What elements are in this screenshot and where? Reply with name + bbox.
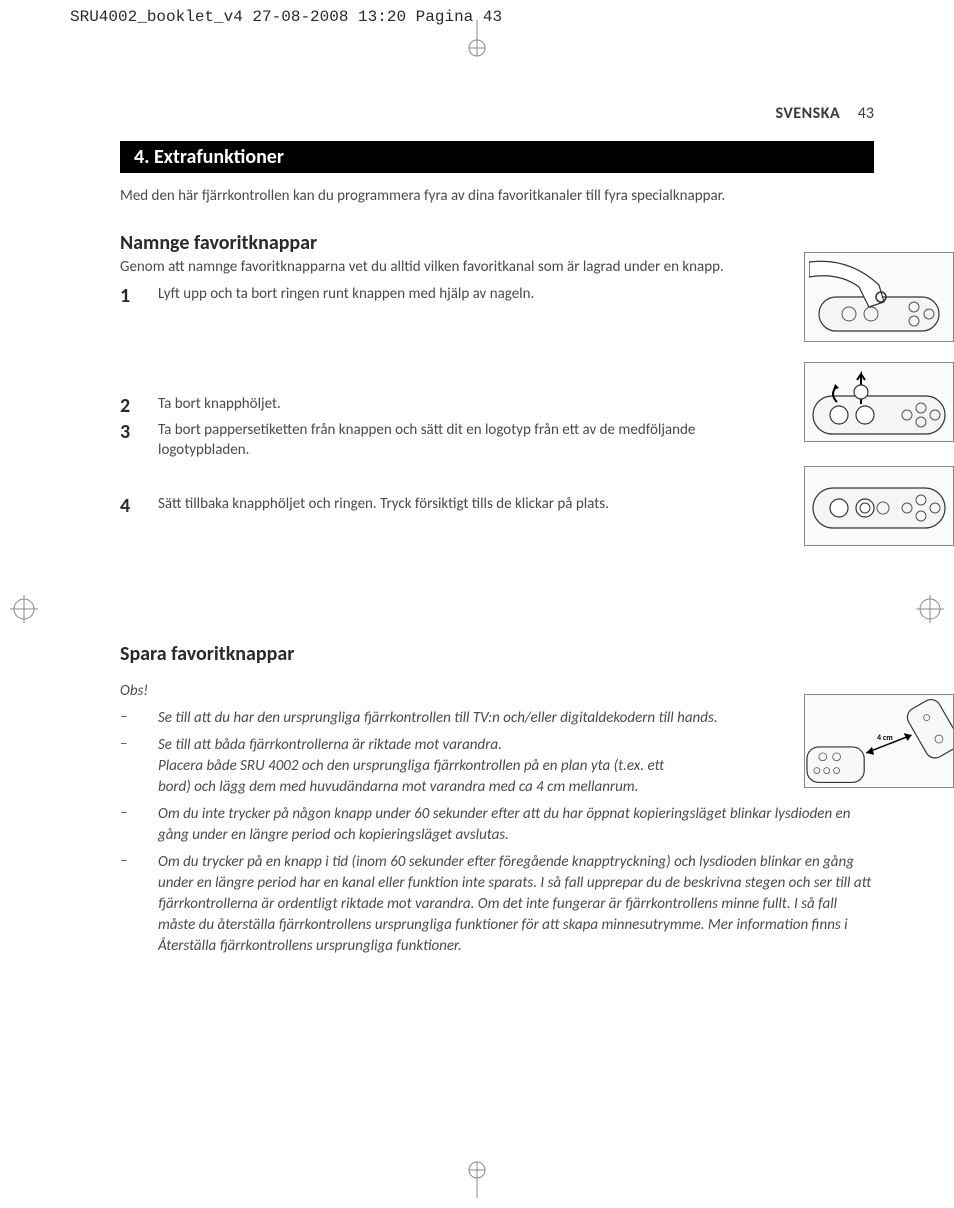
- note-row: – Om du trycker på en knapp i tid (inom …: [120, 852, 874, 957]
- note-text: Om du trycker på en knapp i tid (inom 60…: [158, 852, 874, 957]
- illustration-step23: [804, 362, 954, 442]
- note-dash: –: [120, 852, 158, 870]
- illustration-step4: [804, 466, 954, 546]
- step-row: 2 Ta bort knapphöljet.: [120, 394, 874, 418]
- note-text: Om du inte trycker på någon knapp under …: [158, 804, 874, 846]
- step-row: 1 Lyft upp och ta bort ringen runt knapp…: [120, 284, 874, 308]
- subdesc-namnge: Genom att namnge favoritknapparna vet du…: [120, 258, 874, 276]
- step-row: 3 Ta bort pappersetiketten från knappen …: [120, 420, 874, 461]
- subheading-namnge: Namnge favoritknappar: [120, 231, 874, 255]
- step-text: Lyft upp och ta bort ringen runt knappen…: [158, 284, 534, 304]
- crop-mark-top-icon: [465, 20, 489, 60]
- step-text: Ta bort knapphöljet.: [158, 394, 281, 414]
- step-text: Ta bort pappersetiketten från knappen oc…: [158, 420, 718, 461]
- obs-label: Obs!: [120, 682, 874, 700]
- intro-text: Med den här fjärrkontrollen kan du progr…: [120, 187, 874, 205]
- step-row: 4 Sätt tillbaka knapphöljet och ringen. …: [120, 494, 874, 518]
- step-number: 3: [120, 420, 158, 444]
- note-text: Se till att båda fjärrkontrollerna är ri…: [158, 735, 668, 798]
- language-label: SVENSKA: [775, 104, 840, 123]
- note-dash: –: [120, 735, 158, 753]
- note-row: – Se till att du har den ursprungliga fj…: [120, 708, 874, 729]
- note-text: Se till att du har den ursprungliga fjär…: [158, 708, 718, 729]
- note-row: – Se till att båda fjärrkontrollerna är …: [120, 735, 874, 798]
- crop-mark-bottom-icon: [465, 1158, 489, 1198]
- step-number: 4: [120, 494, 158, 518]
- note-dash: –: [120, 708, 158, 726]
- note-row: – Om du inte trycker på någon knapp unde…: [120, 804, 874, 846]
- illustration-4cm: 4 cm: [804, 694, 954, 788]
- illustration-step1: [804, 252, 954, 342]
- registration-mark-left-icon: [10, 595, 38, 623]
- step-number: 1: [120, 284, 158, 308]
- step-text: Sätt tillbaka knapphöljet och ringen. Tr…: [158, 494, 609, 514]
- illustration-4cm-label: 4 cm: [877, 733, 893, 743]
- subheading-spara: Spara favoritknappar: [120, 642, 874, 666]
- page-content: SVENSKA 43 4. Extrafunktioner Med den hä…: [0, 34, 954, 1003]
- page-number: 43: [858, 104, 874, 123]
- step-number: 2: [120, 394, 158, 418]
- registration-mark-right-icon: [916, 595, 944, 623]
- page-header: SVENSKA 43: [120, 104, 874, 123]
- section-title-bar: 4. Extrafunktioner: [120, 141, 874, 173]
- note-dash: –: [120, 804, 158, 822]
